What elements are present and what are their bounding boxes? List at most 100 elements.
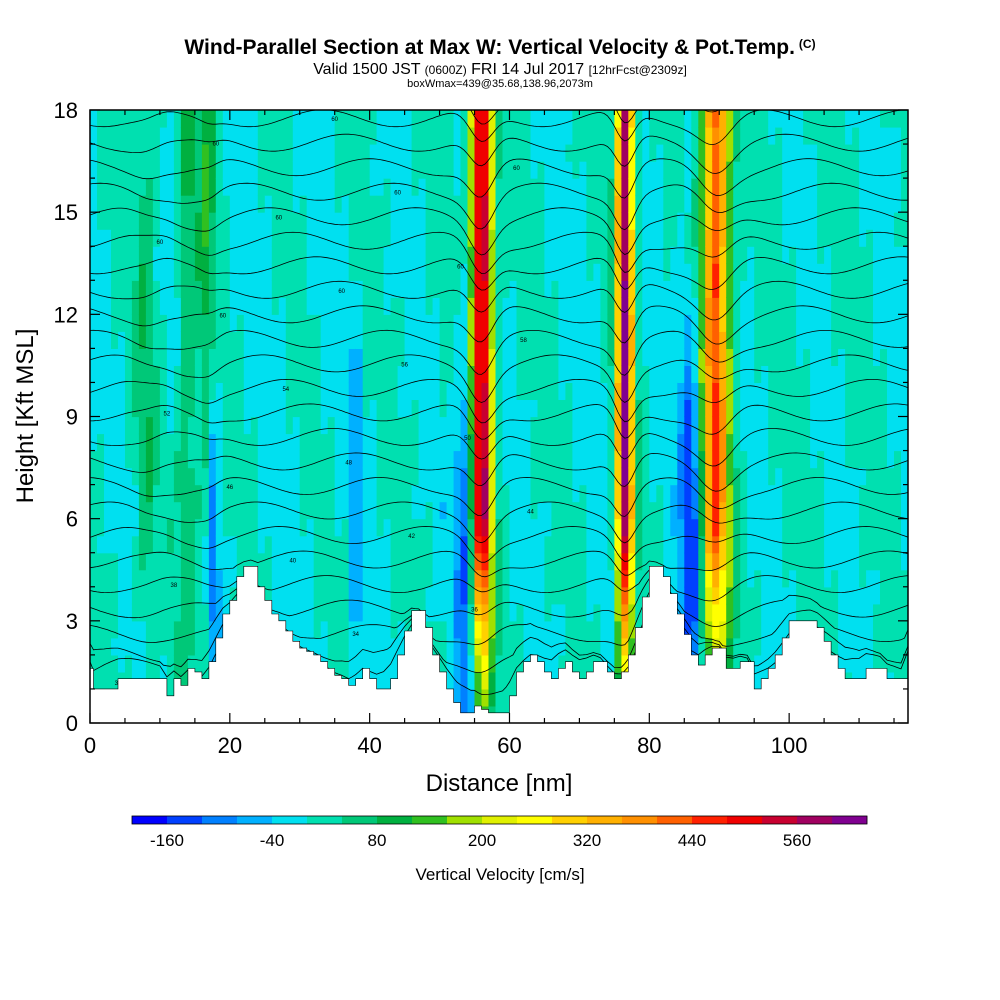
field-cell: [118, 348, 126, 366]
field-cell: [803, 229, 811, 247]
field-cell: [789, 229, 797, 247]
field-cell: [901, 586, 908, 605]
field-cell: [118, 314, 126, 332]
field-cell: [705, 552, 713, 571]
field-cell: [628, 382, 636, 400]
field-cell: [593, 127, 601, 145]
field-cell: [901, 569, 908, 588]
field-cell: [845, 399, 853, 418]
field-cell: [509, 586, 518, 605]
field-cell: [104, 416, 112, 435]
field-cell: [397, 212, 406, 230]
field-cell: [152, 178, 161, 196]
field-cell: [104, 484, 112, 503]
field-cell: [97, 365, 105, 383]
field-cell: [691, 144, 699, 162]
field-cell: [670, 484, 678, 503]
field-cell: [236, 178, 245, 196]
field-cell: [292, 331, 301, 349]
field-cell: [411, 195, 420, 213]
field-cell: [257, 416, 266, 435]
field-cell: [376, 212, 385, 230]
field-cell: [873, 450, 881, 469]
field-cell: [97, 620, 105, 639]
field-cell: [824, 348, 832, 366]
field-cell: [600, 399, 608, 418]
field-cell: [111, 637, 119, 656]
field-cell: [705, 127, 713, 145]
field-cell: [243, 297, 252, 315]
field-cell: [880, 195, 888, 213]
field-cell: [572, 620, 580, 639]
field-cell: [201, 552, 210, 571]
field-cell: [586, 467, 594, 486]
field-cell: [831, 399, 839, 418]
field-cell: [656, 348, 664, 366]
field-cell: [803, 331, 811, 349]
field-cell: [649, 484, 657, 503]
field-cell: [754, 535, 762, 554]
field-cell: [236, 161, 245, 179]
field-cell: [796, 399, 804, 418]
field-cell: [222, 603, 231, 622]
field-cell: [726, 399, 734, 418]
field-cell: [796, 535, 804, 554]
field-cell: [593, 603, 601, 622]
field-cell: [404, 229, 413, 247]
field-cell: [635, 263, 643, 281]
field-cell: [271, 518, 280, 537]
field-cell: [558, 484, 566, 503]
field-cell: [418, 399, 427, 418]
field-cell: [747, 552, 755, 571]
field-cell: [131, 161, 140, 179]
field-cell: [817, 348, 825, 366]
field-cell: [789, 416, 797, 435]
field-cell: [516, 331, 525, 349]
field-cell: [600, 161, 608, 179]
field-cell: [614, 212, 622, 230]
field-cell: [439, 297, 448, 315]
field-cell: [194, 433, 203, 452]
field-cell: [565, 399, 573, 418]
field-cell: [642, 399, 650, 418]
field-cell: [754, 603, 762, 622]
field-cell: [509, 467, 518, 486]
field-cell: [250, 518, 259, 537]
field-cell: [432, 297, 441, 315]
field-cell: [621, 382, 629, 400]
field-cell: [719, 365, 727, 383]
field-cell: [118, 127, 126, 145]
field-cell: [810, 603, 818, 622]
field-cell: [754, 569, 762, 588]
field-cell: [180, 195, 189, 213]
field-cell: [894, 365, 902, 383]
field-cell: [313, 263, 322, 281]
field-cell: [544, 484, 552, 503]
field-cell: [712, 569, 720, 588]
field-cell: [789, 314, 797, 332]
field-cell: [873, 280, 881, 298]
field-cell: [852, 144, 860, 162]
field-cell: [201, 161, 210, 179]
field-cell: [628, 229, 636, 247]
isentrope-label: 60: [513, 166, 520, 172]
field-cell: [551, 178, 559, 196]
field-cell: [306, 229, 315, 247]
field-cell: [313, 348, 322, 366]
field-cell: [383, 637, 392, 656]
field-cell: [789, 178, 797, 196]
field-cell: [152, 416, 161, 435]
field-cell: [159, 229, 168, 247]
field-cell: [187, 603, 196, 622]
field-cell: [278, 195, 287, 213]
field-cell: [131, 603, 140, 622]
field-cell: [705, 246, 713, 264]
field-cell: [642, 416, 650, 435]
field-cell: [397, 161, 406, 179]
field-cell: [726, 348, 734, 366]
field-cell: [460, 484, 469, 503]
field-cell: [334, 620, 343, 639]
field-cell: [712, 518, 720, 537]
field-cell: [586, 178, 594, 196]
field-cell: [614, 348, 622, 366]
